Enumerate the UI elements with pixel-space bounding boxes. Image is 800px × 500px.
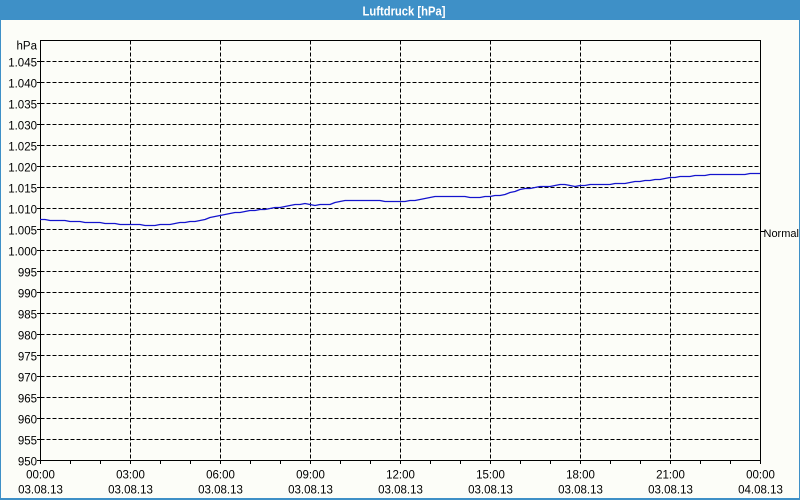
svg-text:1.030: 1.030 (8, 121, 37, 133)
svg-text:03.08.13: 03.08.13 (198, 485, 243, 497)
svg-text:975: 975 (18, 352, 37, 364)
svg-text:18:00: 18:00 (566, 470, 595, 482)
svg-text:03.08.13: 03.08.13 (378, 485, 423, 497)
svg-text:1.035: 1.035 (8, 100, 37, 112)
svg-text:960: 960 (18, 415, 37, 427)
svg-text:03.08.13: 03.08.13 (18, 485, 63, 497)
svg-text:1.000: 1.000 (8, 247, 37, 259)
svg-text:03.08.13: 03.08.13 (468, 485, 513, 497)
svg-text:00:00: 00:00 (26, 470, 55, 482)
svg-text:03:00: 03:00 (116, 470, 145, 482)
svg-text:03.08.13: 03.08.13 (288, 485, 333, 497)
svg-text:955: 955 (18, 436, 37, 448)
svg-text:03.08.13: 03.08.13 (558, 485, 603, 497)
svg-text:995: 995 (18, 268, 37, 280)
svg-text:970: 970 (18, 373, 37, 385)
svg-text:Normal: Normal (764, 228, 799, 240)
svg-text:950: 950 (18, 457, 37, 469)
svg-text:03.08.13: 03.08.13 (648, 485, 693, 497)
svg-text:1.045: 1.045 (8, 58, 37, 70)
svg-text:00:00: 00:00 (746, 470, 775, 482)
svg-text:1.040: 1.040 (8, 79, 37, 91)
svg-text:1.010: 1.010 (8, 205, 37, 217)
svg-text:985: 985 (18, 310, 37, 322)
svg-text:1.025: 1.025 (8, 142, 37, 154)
svg-text:1.015: 1.015 (8, 184, 37, 196)
svg-text:21:00: 21:00 (656, 470, 685, 482)
svg-text:Luftdruck [hPa]: Luftdruck [hPa] (363, 4, 446, 19)
svg-text:hPa: hPa (17, 41, 38, 53)
svg-text:1.005: 1.005 (8, 226, 37, 238)
svg-text:965: 965 (18, 394, 37, 406)
svg-text:09:00: 09:00 (296, 470, 325, 482)
svg-text:980: 980 (18, 331, 37, 343)
svg-text:06:00: 06:00 (206, 470, 235, 482)
svg-text:15:00: 15:00 (476, 470, 505, 482)
svg-text:1.020: 1.020 (8, 163, 37, 175)
svg-text:03.08.13: 03.08.13 (108, 485, 153, 497)
svg-text:12:00: 12:00 (386, 470, 415, 482)
svg-text:04.08.13: 04.08.13 (738, 485, 783, 497)
svg-text:990: 990 (18, 289, 37, 301)
